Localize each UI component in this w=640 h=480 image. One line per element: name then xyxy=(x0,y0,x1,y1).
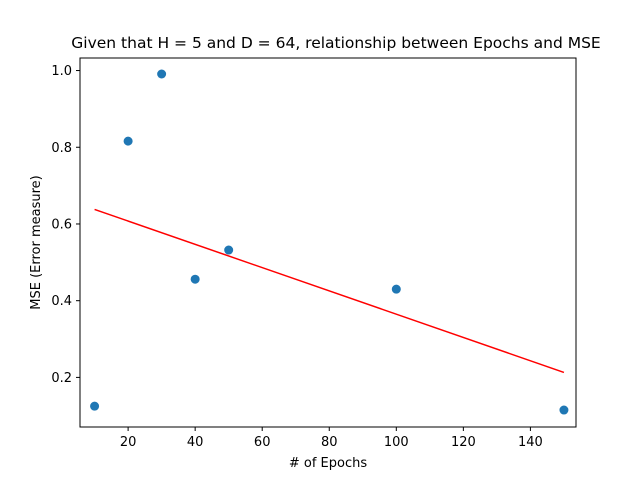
y-tick-label: 0.4 xyxy=(51,294,72,309)
data-point xyxy=(90,401,100,411)
plot-area xyxy=(79,57,577,428)
y-tick-label: 0.8 xyxy=(51,141,72,156)
trend-line xyxy=(94,208,565,374)
x-tick-label: 60 xyxy=(254,435,271,450)
data-point xyxy=(190,274,200,284)
x-tick-label: 140 xyxy=(518,435,543,450)
y-tick-label: 0.2 xyxy=(51,371,72,386)
y-axis-label: MSE (Error measure) xyxy=(29,175,44,309)
data-point xyxy=(123,136,133,146)
axes-frame xyxy=(79,57,577,428)
data-point xyxy=(391,284,401,294)
x-tick-label: 80 xyxy=(321,435,338,450)
y-tick-label: 0.6 xyxy=(51,217,72,232)
x-tick-label: 20 xyxy=(120,435,137,450)
x-tick-label: 40 xyxy=(187,435,204,450)
data-point xyxy=(559,405,569,415)
chart-title: Given that H = 5 and D = 64, relationshi… xyxy=(71,34,600,52)
y-tick-label: 1.0 xyxy=(51,64,72,79)
y-axis: 0.2 0.4 0.6 0.8 1.0 xyxy=(51,64,80,386)
x-axis-label: # of Epochs xyxy=(289,456,367,471)
data-point xyxy=(224,245,234,255)
x-tick-label: 100 xyxy=(384,435,409,450)
x-axis: 20 40 60 80 100 120 140 xyxy=(120,427,543,450)
data-point xyxy=(157,69,167,79)
x-tick-label: 120 xyxy=(451,435,476,450)
